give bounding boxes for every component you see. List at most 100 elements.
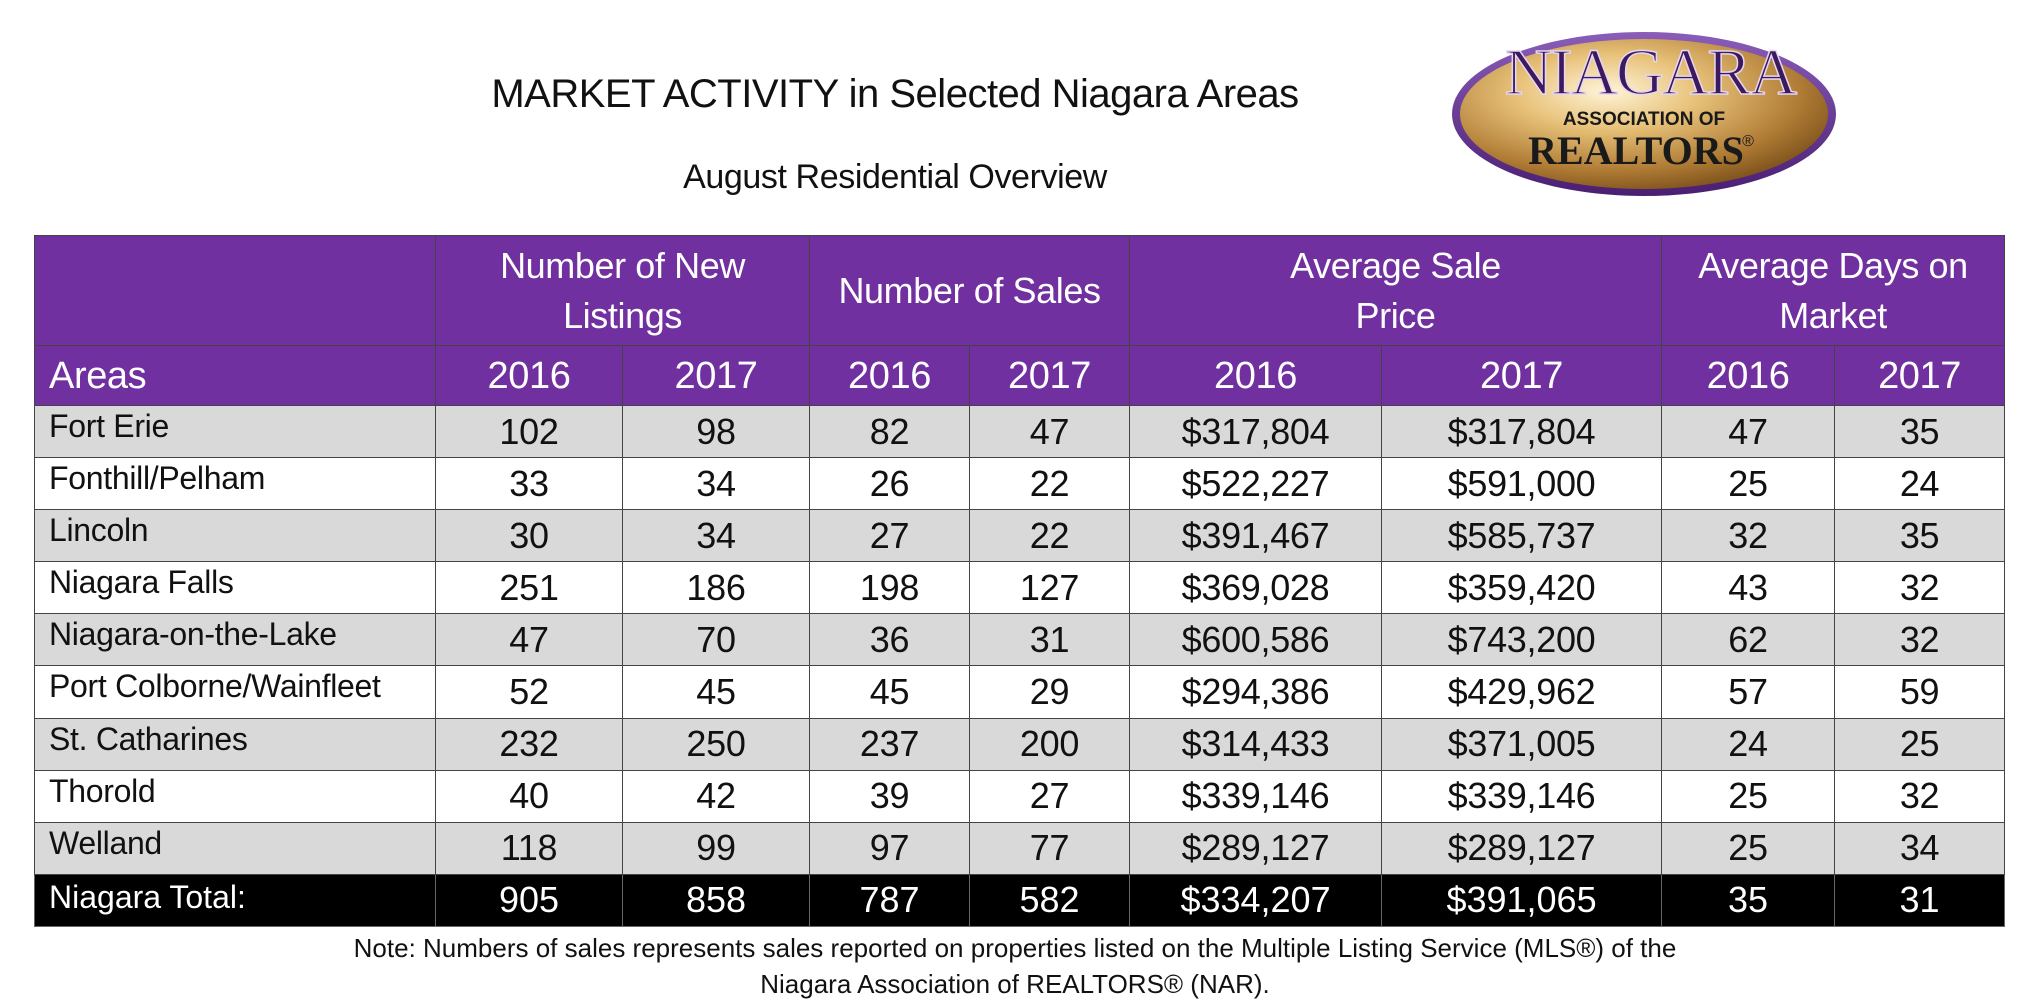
- total-price-2016-cell: $334,207: [1129, 873, 1383, 928]
- logo-association-text: ASSOCIATION OF: [1563, 109, 1725, 130]
- logo-niagara-text: NIAGARA: [1505, 36, 1798, 109]
- days-2017-cell: 32: [1834, 561, 2006, 615]
- price-2016-cell: $289,127: [1129, 821, 1383, 875]
- price-2017-cell: $591,000: [1381, 457, 1663, 511]
- days-2016-cell: 25: [1661, 769, 1836, 823]
- listings-2016-cell: 40: [435, 769, 623, 823]
- price-2016-cell: $294,386: [1129, 665, 1383, 719]
- sales-2016-cell: 82: [809, 404, 971, 459]
- table-row: Thorold 40 42 39 27 $339,146 $339,146 25 32: [34, 769, 2006, 823]
- table-row: Niagara-on-the-Lake 47 70 36 31 $600,586 $743,…: [34, 613, 2006, 667]
- logo-registered-mark: ®: [1742, 133, 1754, 150]
- listings-2016-cell: 118: [435, 821, 623, 875]
- table-row: Welland 118 99 97 77 $289,127 $289,127 25 34: [34, 821, 2006, 875]
- price-2016-cell: $314,433: [1129, 717, 1383, 771]
- days-2016-cell: 32: [1661, 509, 1836, 563]
- days-2016-cell: 25: [1661, 457, 1836, 511]
- table-row: Niagara Falls 251 186 198 127 $369,028 $359,42…: [34, 561, 2006, 615]
- days-2017-cell: 35: [1834, 404, 2006, 459]
- year-header-cell: 2017: [969, 345, 1131, 406]
- corner-header-cell: [34, 235, 436, 346]
- sales-2016-cell: 237: [809, 717, 971, 771]
- listings-2016-cell: 232: [435, 717, 623, 771]
- sales-2016-cell: 36: [809, 613, 971, 667]
- price-2016-cell: $522,227: [1129, 457, 1383, 511]
- total-days-2017-cell: 31: [1834, 873, 2006, 928]
- table-row: Fonthill/Pelham 33 34 26 22 $522,227 $591,000 2…: [34, 457, 2006, 511]
- sales-2017-cell: 200: [969, 717, 1131, 771]
- days-2017-cell: 59: [1834, 665, 2006, 719]
- header-average-days-on-market: Average Days on Market: [1661, 235, 2006, 346]
- header-average-sale-price: Average Sale Price: [1129, 235, 1663, 346]
- days-2016-cell: 25: [1661, 821, 1836, 875]
- footnote: Note: Numbers of sales represents sales …: [0, 930, 2030, 1002]
- area-cell: Port Colborne/Wainfleet: [34, 665, 436, 719]
- listings-2016-cell: 251: [435, 561, 623, 615]
- price-2016-cell: $600,586: [1129, 613, 1383, 667]
- sales-2016-cell: 26: [809, 457, 971, 511]
- price-2016-cell: $339,146: [1129, 769, 1383, 823]
- area-cell: Fort Erie: [34, 404, 436, 459]
- price-2017-cell: $317,804: [1381, 404, 1663, 459]
- days-2016-cell: 47: [1661, 404, 1836, 459]
- total-listings-2016-cell: 905: [435, 873, 623, 928]
- days-2017-cell: 32: [1834, 613, 2006, 667]
- listings-2017-cell: 34: [621, 457, 811, 511]
- sales-2016-cell: 45: [809, 665, 971, 719]
- area-cell: Lincoln: [34, 509, 436, 563]
- sales-2016-cell: 97: [809, 821, 971, 875]
- price-2017-cell: $371,005: [1381, 717, 1663, 771]
- year-header-cell: 2017: [1834, 345, 2006, 406]
- niagara-realtors-logo: NIAGARA ASSOCIATION OF REALTORS ®: [1452, 32, 1836, 196]
- sales-2017-cell: 29: [969, 665, 1131, 719]
- days-2017-cell: 25: [1834, 717, 2006, 771]
- total-sales-2017-cell: 582: [969, 873, 1131, 928]
- year-header-cell: 2016: [1129, 345, 1383, 406]
- sales-2017-cell: 47: [969, 404, 1131, 459]
- total-row: Niagara Total: 905 858 787 582 $334,207 $391,0…: [34, 873, 2006, 928]
- days-2017-cell: 24: [1834, 457, 2006, 511]
- days-2017-cell: 34: [1834, 821, 2006, 875]
- sales-2017-cell: 27: [969, 769, 1131, 823]
- market-activity-table: Number of New Listings Number of Sales A…: [34, 235, 2006, 928]
- listings-2017-cell: 34: [621, 509, 811, 563]
- days-2016-cell: 57: [1661, 665, 1836, 719]
- year-header-cell: 2016: [809, 345, 971, 406]
- price-2017-cell: $359,420: [1381, 561, 1663, 615]
- page-subtitle: August Residential Overview: [683, 158, 1107, 196]
- days-2016-cell: 43: [1661, 561, 1836, 615]
- total-area-cell: Niagara Total:: [34, 873, 436, 928]
- sales-2016-cell: 39: [809, 769, 971, 823]
- price-2017-cell: $429,962: [1381, 665, 1663, 719]
- page-title: MARKET ACTIVITY in Selected Niagara Area…: [491, 72, 1299, 116]
- listings-2016-cell: 52: [435, 665, 623, 719]
- table-row: Fort Erie 102 98 82 47 $317,804 $317,804 47 35: [34, 404, 2006, 459]
- total-days-2016-cell: 35: [1661, 873, 1836, 928]
- area-cell: St. Catharines: [34, 717, 436, 771]
- sales-2016-cell: 27: [809, 509, 971, 563]
- price-2017-cell: $339,146: [1381, 769, 1663, 823]
- listings-2016-cell: 47: [435, 613, 623, 667]
- price-2017-cell: $585,737: [1381, 509, 1663, 563]
- listings-2017-cell: 186: [621, 561, 811, 615]
- days-2017-cell: 32: [1834, 769, 2006, 823]
- footnote-line-1: Note: Numbers of sales represents sales …: [353, 933, 1677, 963]
- footnote-line-2: Niagara Association of REALTORS® (NAR).: [760, 969, 1270, 999]
- year-header-cell: 2017: [1381, 345, 1663, 406]
- sales-2017-cell: 22: [969, 509, 1131, 563]
- listings-2017-cell: 99: [621, 821, 811, 875]
- days-2017-cell: 35: [1834, 509, 2006, 563]
- listings-2016-cell: 102: [435, 404, 623, 459]
- total-sales-2016-cell: 787: [809, 873, 971, 928]
- listings-2016-cell: 30: [435, 509, 623, 563]
- price-2017-cell: $743,200: [1381, 613, 1663, 667]
- area-cell: Niagara Falls: [34, 561, 436, 615]
- price-2016-cell: $317,804: [1129, 404, 1383, 459]
- price-2016-cell: $369,028: [1129, 561, 1383, 615]
- total-listings-2017-cell: 858: [621, 873, 811, 928]
- header-number-of-sales: Number of Sales: [809, 235, 1131, 346]
- table-row: St. Catharines 232 250 237 200 $314,433 $371,0…: [34, 717, 2006, 771]
- days-2016-cell: 62: [1661, 613, 1836, 667]
- logo-realtors-text: REALTORS: [1528, 128, 1744, 173]
- area-cell: Welland: [34, 821, 436, 875]
